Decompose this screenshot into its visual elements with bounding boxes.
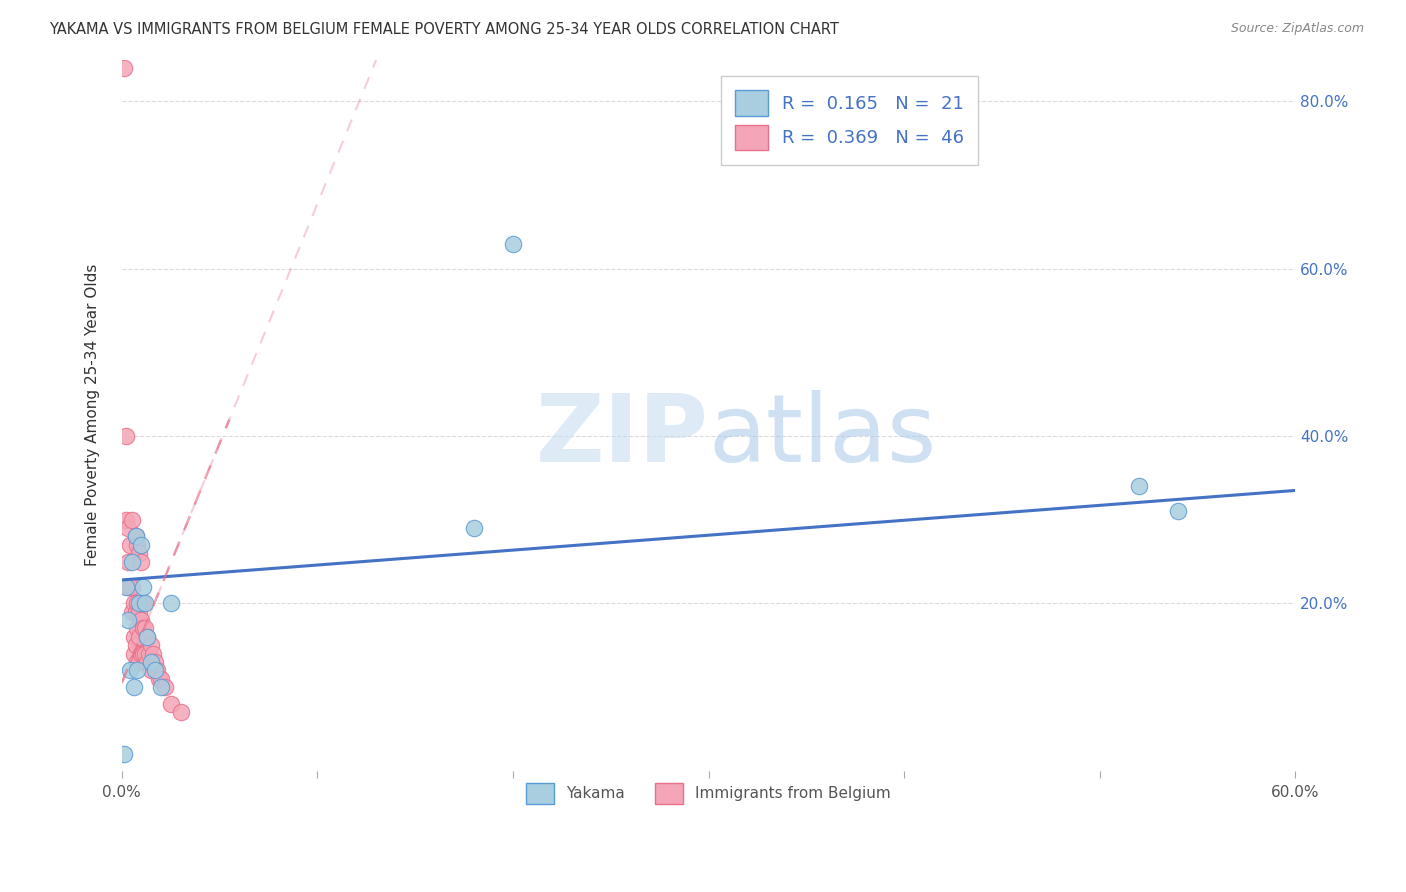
Point bbox=[159, 596, 181, 610]
Point bbox=[122, 647, 145, 661]
Point bbox=[127, 622, 149, 636]
Text: Source: ZipAtlas.com: Source: ZipAtlas.com bbox=[1230, 22, 1364, 36]
Point bbox=[117, 521, 139, 535]
Point bbox=[132, 596, 155, 610]
Point bbox=[114, 580, 136, 594]
Point bbox=[142, 647, 165, 661]
Point bbox=[124, 529, 146, 543]
Text: YAKAMA VS IMMIGRANTS FROM BELGIUM FEMALE POVERTY AMONG 25-34 YEAR OLDS CORRELATI: YAKAMA VS IMMIGRANTS FROM BELGIUM FEMALE… bbox=[49, 22, 839, 37]
Point bbox=[132, 580, 155, 594]
Point bbox=[153, 680, 176, 694]
Point bbox=[131, 555, 153, 569]
Point bbox=[128, 546, 150, 560]
Point bbox=[131, 647, 153, 661]
Text: atlas: atlas bbox=[709, 391, 936, 483]
Point bbox=[159, 697, 181, 711]
Point bbox=[502, 236, 524, 251]
Y-axis label: Female Poverty Among 25-34 Year Olds: Female Poverty Among 25-34 Year Olds bbox=[86, 264, 100, 566]
Point bbox=[122, 680, 145, 694]
Point bbox=[141, 655, 163, 669]
Point bbox=[134, 622, 156, 636]
Point bbox=[148, 672, 170, 686]
Point bbox=[127, 663, 149, 677]
Point bbox=[131, 538, 153, 552]
Point bbox=[118, 663, 141, 677]
Point bbox=[169, 705, 191, 719]
Point bbox=[114, 513, 136, 527]
Point bbox=[112, 61, 135, 75]
Point bbox=[136, 630, 159, 644]
Point bbox=[121, 555, 143, 569]
Point bbox=[134, 596, 156, 610]
Point bbox=[136, 655, 159, 669]
Point bbox=[149, 680, 172, 694]
Point bbox=[121, 580, 143, 594]
Point bbox=[121, 605, 143, 619]
Point bbox=[124, 638, 146, 652]
Point bbox=[128, 655, 150, 669]
Point bbox=[117, 555, 139, 569]
Point bbox=[1128, 479, 1150, 493]
Point bbox=[128, 596, 150, 610]
Point bbox=[141, 663, 163, 677]
Point bbox=[122, 596, 145, 610]
Point bbox=[134, 647, 156, 661]
Point bbox=[138, 647, 160, 661]
Point bbox=[463, 521, 485, 535]
Point bbox=[143, 663, 166, 677]
Point bbox=[128, 605, 150, 619]
Point bbox=[117, 613, 139, 627]
Point bbox=[143, 655, 166, 669]
Point bbox=[114, 429, 136, 443]
Point bbox=[149, 672, 172, 686]
Point bbox=[132, 647, 155, 661]
Point bbox=[124, 529, 146, 543]
Point bbox=[112, 747, 135, 761]
Point bbox=[128, 630, 150, 644]
Point bbox=[136, 630, 159, 644]
Legend: Yakama, Immigrants from Belgium: Yakama, Immigrants from Belgium bbox=[515, 771, 903, 816]
Point bbox=[121, 513, 143, 527]
Point bbox=[127, 538, 149, 552]
Point bbox=[127, 596, 149, 610]
Point bbox=[117, 580, 139, 594]
Point bbox=[127, 655, 149, 669]
Point bbox=[124, 605, 146, 619]
Point bbox=[146, 663, 169, 677]
Point bbox=[141, 638, 163, 652]
Point bbox=[118, 538, 141, 552]
Text: ZIP: ZIP bbox=[536, 391, 709, 483]
Point bbox=[1167, 504, 1189, 518]
Point bbox=[131, 613, 153, 627]
Point bbox=[122, 630, 145, 644]
Point bbox=[132, 622, 155, 636]
Point bbox=[118, 580, 141, 594]
